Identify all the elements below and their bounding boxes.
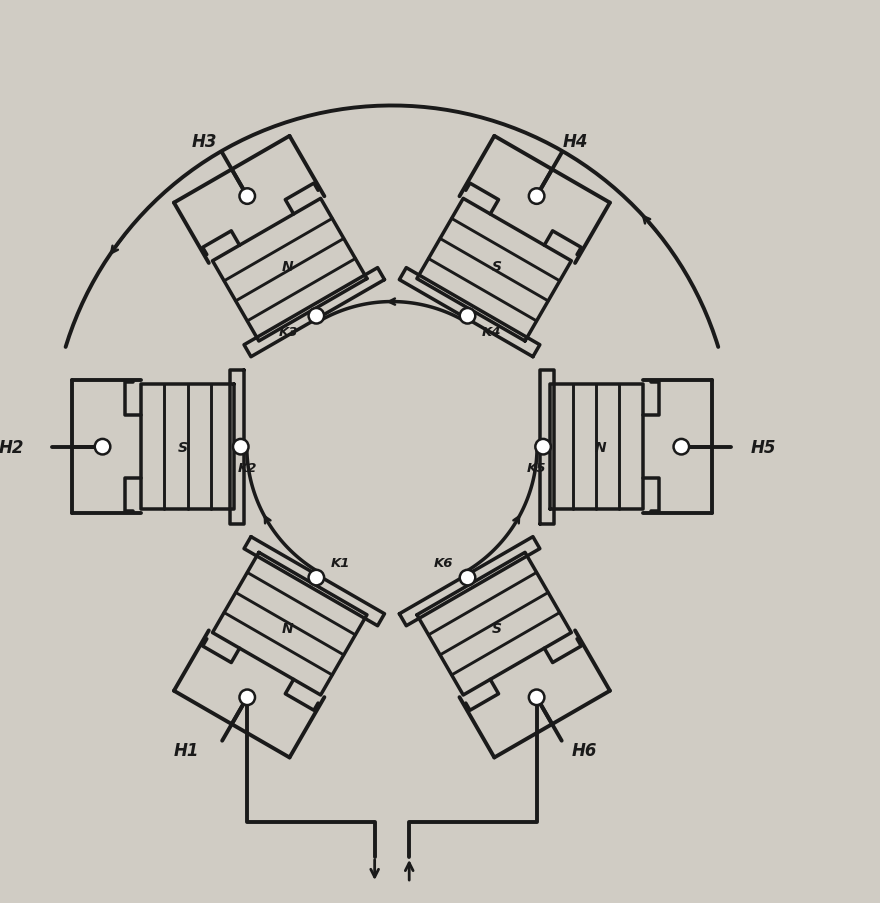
Circle shape (95, 440, 110, 455)
Circle shape (239, 690, 255, 705)
Circle shape (309, 309, 324, 324)
Circle shape (233, 440, 248, 455)
Text: H3: H3 (191, 134, 216, 151)
Text: K3: K3 (279, 325, 298, 339)
Text: H4: H4 (562, 134, 588, 151)
Text: H5: H5 (751, 438, 776, 456)
Text: N: N (282, 621, 293, 635)
Circle shape (529, 690, 545, 705)
Circle shape (535, 440, 551, 455)
Circle shape (459, 570, 475, 586)
Circle shape (239, 189, 255, 205)
Text: S: S (491, 621, 502, 635)
Text: K5: K5 (526, 461, 546, 474)
Text: K1: K1 (331, 556, 350, 569)
Text: N: N (282, 259, 293, 274)
Text: S: S (491, 259, 502, 274)
Text: H6: H6 (571, 741, 597, 759)
Text: S: S (178, 440, 188, 454)
Circle shape (309, 570, 324, 586)
Circle shape (673, 440, 689, 455)
Circle shape (459, 309, 475, 324)
Text: K6: K6 (434, 556, 453, 569)
Text: K2: K2 (238, 461, 258, 474)
Text: N: N (595, 440, 606, 454)
Circle shape (529, 189, 545, 205)
Text: H2: H2 (0, 438, 25, 456)
Text: K4: K4 (482, 325, 502, 339)
Text: H1: H1 (174, 741, 200, 759)
